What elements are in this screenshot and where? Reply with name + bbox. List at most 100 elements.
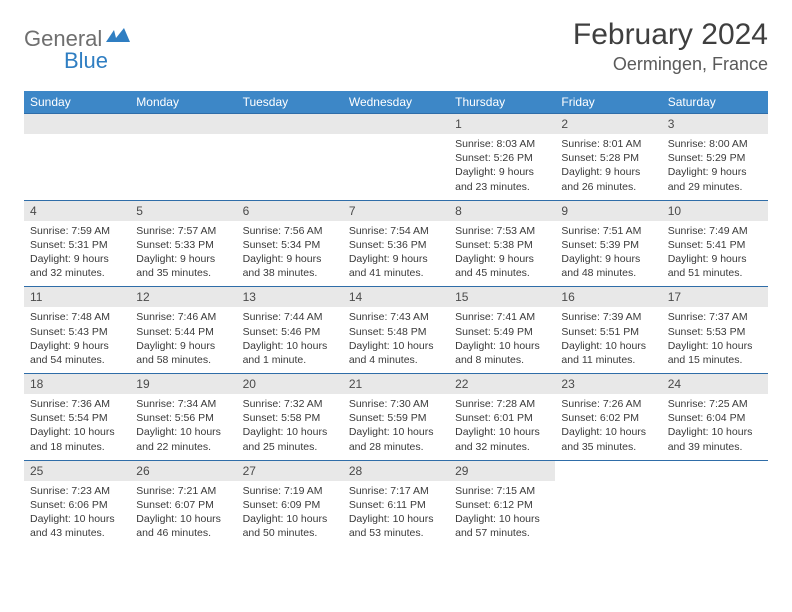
day-cell: 4Sunrise: 7:59 AMSunset: 5:31 PMDaylight…: [24, 200, 130, 287]
day-number: 18: [24, 374, 130, 394]
day-cell: 26Sunrise: 7:21 AMSunset: 6:07 PMDayligh…: [130, 460, 236, 546]
calendar-table: SundayMondayTuesdayWednesdayThursdayFrid…: [24, 91, 768, 546]
day-cell: [130, 114, 236, 201]
week-row: 11Sunrise: 7:48 AMSunset: 5:43 PMDayligh…: [24, 287, 768, 374]
day-cell: 22Sunrise: 7:28 AMSunset: 6:01 PMDayligh…: [449, 374, 555, 461]
day-details: Sunrise: 7:51 AMSunset: 5:39 PMDaylight:…: [555, 221, 661, 287]
day-cell: 25Sunrise: 7:23 AMSunset: 6:06 PMDayligh…: [24, 460, 130, 546]
day-details: Sunrise: 7:44 AMSunset: 5:46 PMDaylight:…: [237, 307, 343, 373]
day-cell: 10Sunrise: 7:49 AMSunset: 5:41 PMDayligh…: [662, 200, 768, 287]
day-number: 13: [237, 287, 343, 307]
day-cell: 7Sunrise: 7:54 AMSunset: 5:36 PMDaylight…: [343, 200, 449, 287]
day-details: Sunrise: 7:56 AMSunset: 5:34 PMDaylight:…: [237, 221, 343, 287]
header: General February 2024 Oermingen, France: [24, 18, 768, 75]
day-number: 1: [449, 114, 555, 134]
day-details: Sunrise: 7:30 AMSunset: 5:59 PMDaylight:…: [343, 394, 449, 460]
day-details: Sunrise: 7:23 AMSunset: 6:06 PMDaylight:…: [24, 481, 130, 547]
day-details: Sunrise: 7:15 AMSunset: 6:12 PMDaylight:…: [449, 481, 555, 547]
day-number: 21: [343, 374, 449, 394]
location: Oermingen, France: [573, 54, 768, 75]
day-number: 11: [24, 287, 130, 307]
day-cell: [343, 114, 449, 201]
day-header-thursday: Thursday: [449, 91, 555, 114]
day-header-row: SundayMondayTuesdayWednesdayThursdayFrid…: [24, 91, 768, 114]
day-number: 19: [130, 374, 236, 394]
day-cell: 16Sunrise: 7:39 AMSunset: 5:51 PMDayligh…: [555, 287, 661, 374]
day-cell: 24Sunrise: 7:25 AMSunset: 6:04 PMDayligh…: [662, 374, 768, 461]
week-row: 18Sunrise: 7:36 AMSunset: 5:54 PMDayligh…: [24, 374, 768, 461]
day-header-sunday: Sunday: [24, 91, 130, 114]
calendar-body: 1Sunrise: 8:03 AMSunset: 5:26 PMDaylight…: [24, 114, 768, 547]
month-title: February 2024: [573, 18, 768, 52]
day-number: 9: [555, 201, 661, 221]
day-number: 4: [24, 201, 130, 221]
day-number: 3: [662, 114, 768, 134]
day-details: Sunrise: 7:49 AMSunset: 5:41 PMDaylight:…: [662, 221, 768, 287]
day-cell: [662, 460, 768, 546]
logo: General: [24, 18, 132, 52]
day-details: Sunrise: 8:01 AMSunset: 5:28 PMDaylight:…: [555, 134, 661, 200]
day-cell: 2Sunrise: 8:01 AMSunset: 5:28 PMDaylight…: [555, 114, 661, 201]
day-details: Sunrise: 7:26 AMSunset: 6:02 PMDaylight:…: [555, 394, 661, 460]
empty-daynum: [24, 114, 130, 134]
day-cell: 27Sunrise: 7:19 AMSunset: 6:09 PMDayligh…: [237, 460, 343, 546]
day-details: Sunrise: 7:54 AMSunset: 5:36 PMDaylight:…: [343, 221, 449, 287]
day-number: 23: [555, 374, 661, 394]
day-number: 25: [24, 461, 130, 481]
day-header-tuesday: Tuesday: [237, 91, 343, 114]
day-cell: 9Sunrise: 7:51 AMSunset: 5:39 PMDaylight…: [555, 200, 661, 287]
day-details: Sunrise: 7:25 AMSunset: 6:04 PMDaylight:…: [662, 394, 768, 460]
day-details: Sunrise: 7:43 AMSunset: 5:48 PMDaylight:…: [343, 307, 449, 373]
day-cell: 8Sunrise: 7:53 AMSunset: 5:38 PMDaylight…: [449, 200, 555, 287]
day-cell: 18Sunrise: 7:36 AMSunset: 5:54 PMDayligh…: [24, 374, 130, 461]
day-number: 5: [130, 201, 236, 221]
day-details: Sunrise: 7:48 AMSunset: 5:43 PMDaylight:…: [24, 307, 130, 373]
day-cell: 19Sunrise: 7:34 AMSunset: 5:56 PMDayligh…: [130, 374, 236, 461]
day-number: 28: [343, 461, 449, 481]
day-details: Sunrise: 8:00 AMSunset: 5:29 PMDaylight:…: [662, 134, 768, 200]
empty-daynum: [237, 114, 343, 134]
day-cell: 6Sunrise: 7:56 AMSunset: 5:34 PMDaylight…: [237, 200, 343, 287]
day-cell: 17Sunrise: 7:37 AMSunset: 5:53 PMDayligh…: [662, 287, 768, 374]
day-cell: [555, 460, 661, 546]
day-number: 17: [662, 287, 768, 307]
day-cell: [24, 114, 130, 201]
day-cell: 5Sunrise: 7:57 AMSunset: 5:33 PMDaylight…: [130, 200, 236, 287]
day-number: 26: [130, 461, 236, 481]
day-cell: 12Sunrise: 7:46 AMSunset: 5:44 PMDayligh…: [130, 287, 236, 374]
day-header-saturday: Saturday: [662, 91, 768, 114]
day-number: 20: [237, 374, 343, 394]
day-number: 12: [130, 287, 236, 307]
day-number: 22: [449, 374, 555, 394]
day-details: Sunrise: 7:59 AMSunset: 5:31 PMDaylight:…: [24, 221, 130, 287]
day-number: 27: [237, 461, 343, 481]
week-row: 25Sunrise: 7:23 AMSunset: 6:06 PMDayligh…: [24, 460, 768, 546]
day-details: Sunrise: 7:32 AMSunset: 5:58 PMDaylight:…: [237, 394, 343, 460]
day-header-wednesday: Wednesday: [343, 91, 449, 114]
day-number: 2: [555, 114, 661, 134]
day-number: 15: [449, 287, 555, 307]
day-cell: 20Sunrise: 7:32 AMSunset: 5:58 PMDayligh…: [237, 374, 343, 461]
day-details: Sunrise: 7:57 AMSunset: 5:33 PMDaylight:…: [130, 221, 236, 287]
day-cell: 29Sunrise: 7:15 AMSunset: 6:12 PMDayligh…: [449, 460, 555, 546]
week-row: 1Sunrise: 8:03 AMSunset: 5:26 PMDaylight…: [24, 114, 768, 201]
day-details: Sunrise: 7:17 AMSunset: 6:11 PMDaylight:…: [343, 481, 449, 547]
logo-text-blue: Blue: [64, 48, 108, 73]
day-number: 24: [662, 374, 768, 394]
empty-daynum: [343, 114, 449, 134]
day-cell: 23Sunrise: 7:26 AMSunset: 6:02 PMDayligh…: [555, 374, 661, 461]
day-details: Sunrise: 8:03 AMSunset: 5:26 PMDaylight:…: [449, 134, 555, 200]
day-cell: 28Sunrise: 7:17 AMSunset: 6:11 PMDayligh…: [343, 460, 449, 546]
title-block: February 2024 Oermingen, France: [573, 18, 768, 75]
day-details: Sunrise: 7:34 AMSunset: 5:56 PMDaylight:…: [130, 394, 236, 460]
day-details: Sunrise: 7:21 AMSunset: 6:07 PMDaylight:…: [130, 481, 236, 547]
day-cell: [237, 114, 343, 201]
day-details: Sunrise: 7:39 AMSunset: 5:51 PMDaylight:…: [555, 307, 661, 373]
day-cell: 13Sunrise: 7:44 AMSunset: 5:46 PMDayligh…: [237, 287, 343, 374]
week-row: 4Sunrise: 7:59 AMSunset: 5:31 PMDaylight…: [24, 200, 768, 287]
day-cell: 3Sunrise: 8:00 AMSunset: 5:29 PMDaylight…: [662, 114, 768, 201]
day-details: Sunrise: 7:37 AMSunset: 5:53 PMDaylight:…: [662, 307, 768, 373]
day-details: Sunrise: 7:53 AMSunset: 5:38 PMDaylight:…: [449, 221, 555, 287]
day-details: Sunrise: 7:41 AMSunset: 5:49 PMDaylight:…: [449, 307, 555, 373]
day-details: Sunrise: 7:36 AMSunset: 5:54 PMDaylight:…: [24, 394, 130, 460]
